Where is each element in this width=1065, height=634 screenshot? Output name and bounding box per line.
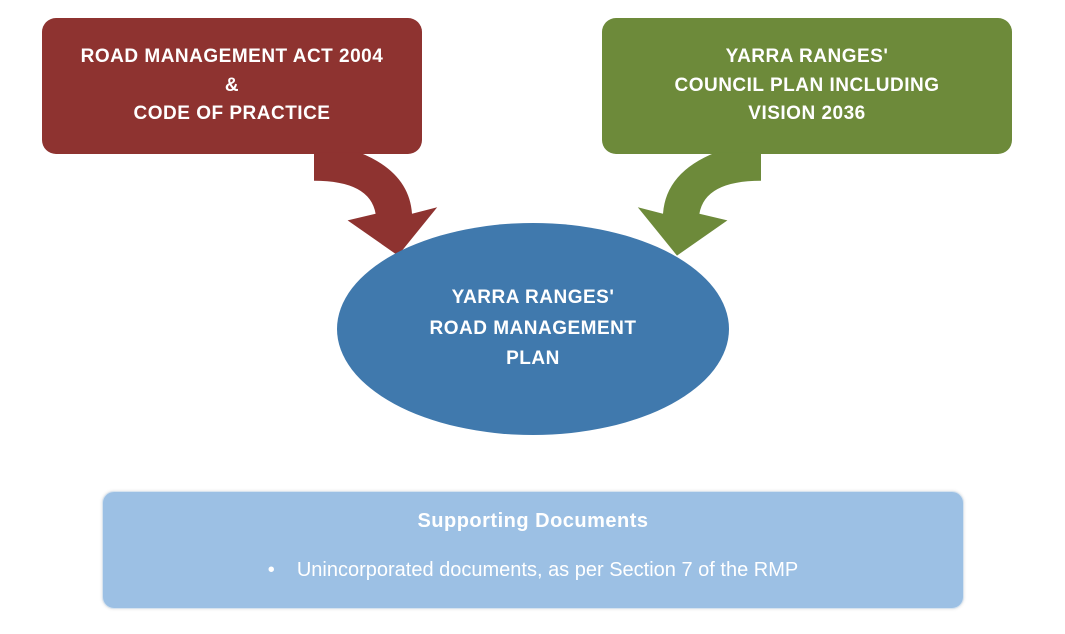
box-left-line-3: CODE OF PRACTICE	[134, 100, 331, 129]
box-left-line-2: &	[225, 72, 239, 101]
box-road-management-act: ROAD MANAGEMENT ACT 2004 & CODE OF PRACT…	[42, 18, 422, 154]
box-left-line-1: ROAD MANAGEMENT ACT 2004	[81, 43, 384, 72]
box-right-line-3: VISION 2036	[748, 100, 865, 129]
ellipse-road-management-plan: YARRA RANGES' ROAD MANAGEMENT PLAN	[337, 223, 729, 435]
bullet-icon: •	[268, 559, 275, 582]
box-right-line-2: COUNCIL PLAN INCLUDING	[674, 72, 939, 101]
ellipse-line-3: PLAN	[506, 344, 560, 374]
box-right-line-1: YARRA RANGES'	[726, 43, 889, 72]
supporting-documents-title: Supporting Documents	[103, 510, 963, 533]
ellipse-line-2: ROAD MANAGEMENT	[430, 314, 637, 344]
ellipse-line-1: YARRA RANGES'	[452, 283, 615, 313]
supporting-documents-item: • Unincorporated documents, as per Secti…	[103, 559, 963, 582]
diagram-canvas: ROAD MANAGEMENT ACT 2004 & CODE OF PRACT…	[0, 0, 1065, 634]
arrow-right-icon	[635, 150, 775, 260]
box-supporting-documents: Supporting Documents • Unincorporated do…	[102, 491, 964, 609]
supporting-documents-text: Unincorporated documents, as per Section…	[297, 559, 798, 582]
box-council-plan: YARRA RANGES' COUNCIL PLAN INCLUDING VIS…	[602, 18, 1012, 154]
